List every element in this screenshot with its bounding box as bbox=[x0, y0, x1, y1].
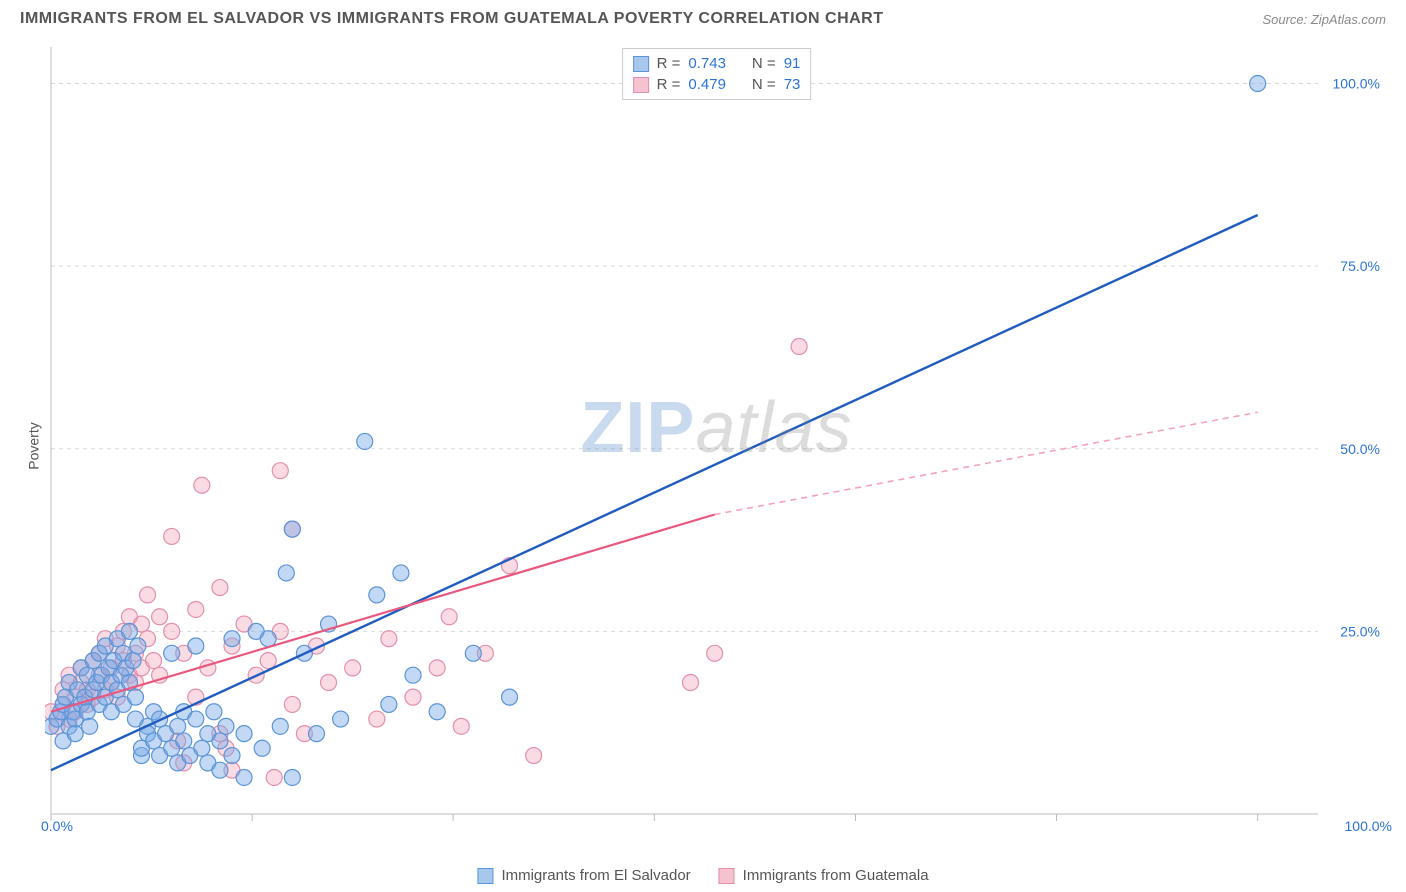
n-value-0: 91 bbox=[784, 55, 801, 72]
series-legend: Immigrants from El Salvador Immigrants f… bbox=[477, 867, 928, 884]
source-name: ZipAtlas.com bbox=[1311, 12, 1386, 27]
r-value-0: 0.743 bbox=[688, 55, 726, 72]
n-value-1: 73 bbox=[784, 76, 801, 93]
svg-text:75.0%: 75.0% bbox=[1340, 258, 1380, 274]
legend-label-0: Immigrants from El Salvador bbox=[501, 867, 690, 884]
r-label: R = bbox=[657, 55, 681, 72]
n-label: N = bbox=[752, 55, 776, 72]
n-label: N = bbox=[752, 76, 776, 93]
source-prefix: Source: bbox=[1262, 12, 1310, 27]
legend-swatch-icon bbox=[719, 868, 735, 884]
x-axis-min-label: 0.0% bbox=[41, 818, 73, 834]
chart-container: 25.0%50.0%75.0%100.0% ZIPatlas R = 0.743… bbox=[45, 45, 1388, 842]
correlation-legend: R = 0.743 N = 91 R = 0.479 N = 73 bbox=[622, 48, 812, 100]
legend-label-1: Immigrants from Guatemala bbox=[743, 867, 929, 884]
legend-item-series-0: Immigrants from El Salvador bbox=[477, 867, 690, 884]
legend-swatch-series-1 bbox=[633, 77, 649, 93]
r-label: R = bbox=[657, 76, 681, 93]
svg-text:50.0%: 50.0% bbox=[1340, 441, 1380, 457]
legend-row-series-0: R = 0.743 N = 91 bbox=[633, 53, 801, 74]
chart-title: IMMIGRANTS FROM EL SALVADOR VS IMMIGRANT… bbox=[20, 10, 884, 28]
svg-text:25.0%: 25.0% bbox=[1340, 623, 1380, 639]
chart-header: IMMIGRANTS FROM EL SALVADOR VS IMMIGRANT… bbox=[0, 0, 1406, 36]
x-axis-max-label: 100.0% bbox=[1345, 818, 1392, 834]
legend-row-series-1: R = 0.479 N = 73 bbox=[633, 74, 801, 95]
scatter-plot-svg: 25.0% 50.0% 75.0% 100.0% bbox=[45, 45, 1388, 842]
legend-swatch-series-0 bbox=[633, 56, 649, 72]
r-value-1: 0.479 bbox=[688, 76, 726, 93]
y-axis-label: Poverty bbox=[26, 422, 42, 469]
chart-source: Source: ZipAtlas.com bbox=[1262, 12, 1386, 27]
legend-item-series-1: Immigrants from Guatemala bbox=[719, 867, 929, 884]
legend-swatch-icon bbox=[477, 868, 493, 884]
svg-text:100.0%: 100.0% bbox=[1333, 76, 1380, 92]
